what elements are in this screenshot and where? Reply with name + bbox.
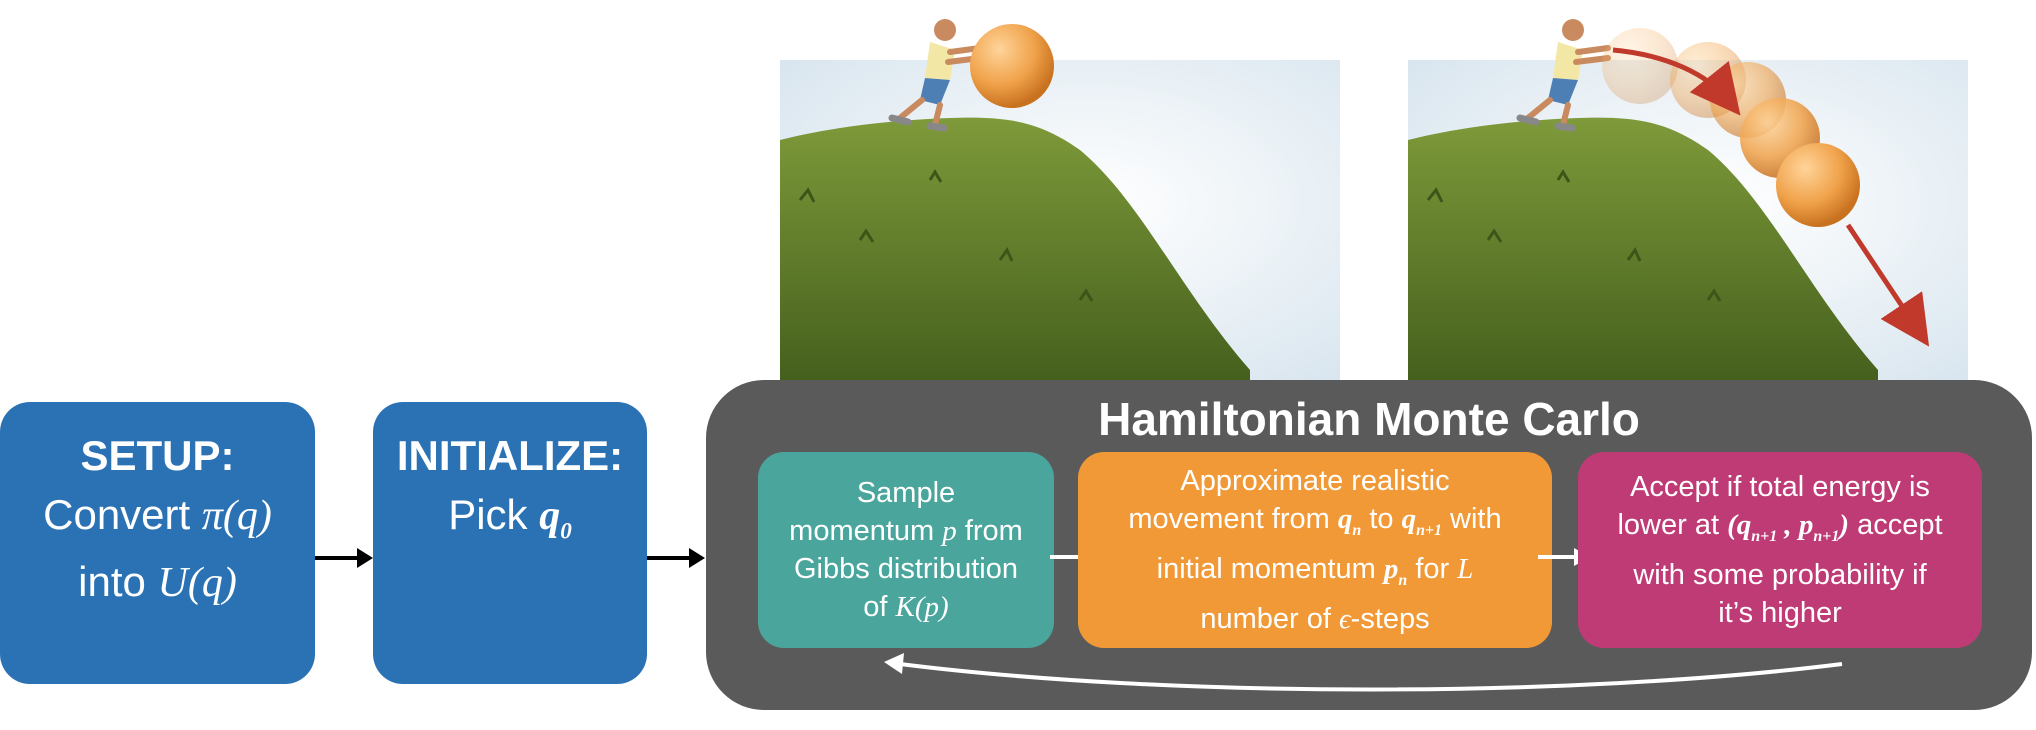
step1-line-3: Gibbs distribution [793, 553, 1019, 585]
hill-texture [798, 169, 1094, 302]
hill-texture [1426, 169, 1722, 302]
step2-with: with [1450, 503, 1502, 536]
step2-math-qn1-var: q [1401, 503, 1417, 536]
flow-arrow [647, 548, 705, 568]
initialize-math-sub: 0 [560, 517, 572, 544]
trajectory-arrow [1612, 47, 1741, 116]
step1-line-2: momentum [789, 515, 935, 547]
step3-math-q: (q [1727, 509, 1752, 542]
initialize-box: INITIALIZE: Pick q0 [373, 402, 647, 684]
step1-from: from [964, 515, 1023, 547]
hill-illustration-right [1408, 19, 1968, 380]
step2-math-epsilon: ϵ [1338, 602, 1351, 635]
step2-math-pn-var: p [1383, 553, 1399, 585]
step2-movement-from: movement from [1128, 503, 1330, 536]
step3-math-q-sub: n+1 [1751, 527, 1778, 545]
step3-lower-at: lower at [1617, 509, 1720, 542]
grassy-hill [780, 117, 1250, 380]
step3-math-tuple: (qn+1 , pn+1) [1727, 509, 1850, 545]
step1-line-1: Sample [856, 477, 956, 509]
ball-icon [970, 24, 1054, 108]
step3-math-sep: , [1784, 509, 1792, 542]
step3-math-p: p [1798, 509, 1814, 542]
initialize-heading: INITIALIZE: [396, 432, 624, 479]
step2-to: to [1369, 503, 1394, 536]
step3-line-3: with some probability if [1633, 558, 1927, 591]
step2-steps: -steps [1350, 602, 1430, 635]
grassy-hill [1408, 117, 1878, 380]
step1-math-p: p [942, 515, 957, 547]
flow-arrow [315, 548, 373, 568]
step3-math-close: ) [1839, 509, 1850, 542]
initialize-text: Pick [448, 491, 528, 538]
setup-line1-math: π(q) [201, 493, 272, 539]
setup-line-1: Convert π(q) [0, 482, 315, 549]
hmc-title: Hamiltonian Monte Carlo [1098, 393, 1640, 445]
step2-math-pn: pn [1383, 553, 1407, 589]
step2-math-qn: qn [1337, 503, 1361, 539]
step2-math-pn-sub: n [1398, 571, 1408, 589]
setup-heading: SETUP: [80, 432, 235, 479]
step2-math-qn-sub: n [1352, 522, 1362, 539]
setup-line1-text: Convert [43, 491, 191, 538]
setup-line2-text: into [78, 558, 146, 605]
step1-math-k: K(p) [895, 591, 949, 623]
step2-initial-momentum: initial momentum [1156, 553, 1376, 585]
setup-line-2: into U(q) [0, 549, 315, 616]
step2-line-1: Approximate realistic [1180, 465, 1450, 498]
step2-math-qn-var: q [1337, 503, 1353, 536]
initialize-math: q0 [539, 493, 572, 543]
step3-line-1: Accept if total energy is [1630, 471, 1930, 504]
step2-number-of: number of [1200, 602, 1331, 635]
step-sample-momentum: Sample momentum p from Gibbs distributio… [758, 452, 1054, 648]
step2-for: for [1415, 553, 1450, 585]
setup-box: SETUP: Convert π(q) into U(q) [0, 402, 315, 684]
trajectory-arrow [1845, 223, 1930, 347]
step3-math-p-sub: n+1 [1813, 527, 1840, 545]
step-approximate-movement: Approximate realistic movement from qn t… [1078, 452, 1552, 648]
initialize-line: Pick q0 [373, 482, 647, 563]
loop-back-arrow [884, 653, 1843, 692]
step2-math-l: L [1457, 553, 1474, 585]
initialize-math-var: q [539, 493, 561, 539]
step1-of: of [863, 591, 888, 623]
person-icon [1516, 19, 1611, 132]
step3-accept: accept [1857, 509, 1943, 542]
setup-line2-math: U(q) [157, 560, 237, 606]
step3-line-4: it’s higher [1718, 596, 1842, 629]
step2-math-qn1: qn+1 [1401, 503, 1442, 539]
step2-math-qn1-sub: n+1 [1416, 522, 1442, 539]
step-accept-reject: Accept if total energy is lower at (qn+1… [1578, 452, 1982, 648]
hill-illustration-left [780, 19, 1340, 380]
